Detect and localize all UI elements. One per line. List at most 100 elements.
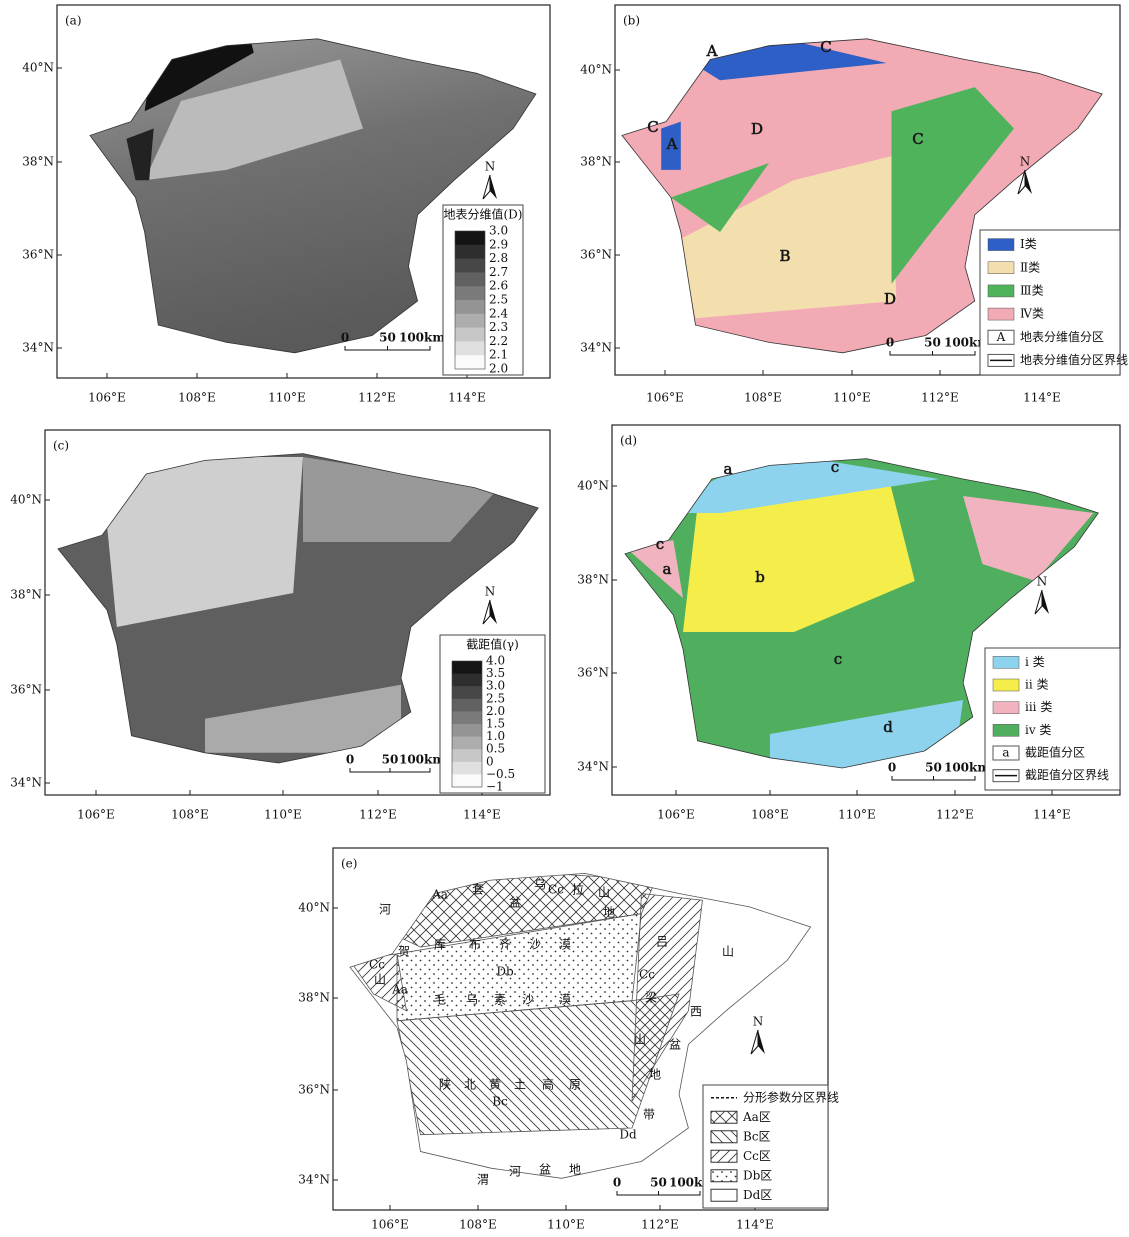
zone-label: 渭 <box>477 1173 489 1187</box>
legend-swatch <box>993 656 1019 668</box>
legend-step <box>452 749 482 762</box>
legend-label: i 类 <box>1025 655 1045 669</box>
legend-label: 地表分维值分区界线 <box>1020 352 1128 367</box>
lat-tick-label: 38°N <box>10 588 42 602</box>
lon-tick-label: 106°E <box>371 1218 409 1232</box>
legend-swatch <box>711 1150 737 1162</box>
scale-label: 0 <box>613 1176 621 1190</box>
zone-label: D <box>884 290 896 308</box>
zone-label: 拉 <box>572 882 584 897</box>
zone-label: Aa <box>391 983 408 997</box>
legend-swatch <box>993 702 1019 714</box>
lon-tick-label: 112°E <box>921 391 959 405</box>
lon-tick-label: 114°E <box>463 808 501 822</box>
legend-swatch <box>711 1189 737 1201</box>
zone-label: 山 <box>374 973 386 987</box>
legend-swatch <box>988 308 1014 320</box>
legend-step <box>455 286 485 300</box>
map-panel: (c)40°N38°N36°N34°N106°E108°E110°E112°E1… <box>10 430 550 822</box>
lon-tick-label: 110°E <box>264 808 302 822</box>
legend-step <box>455 259 485 273</box>
panel-label: (e) <box>341 857 357 871</box>
scale-label: 0 <box>346 753 354 767</box>
zone-label: Aa <box>431 888 448 902</box>
legend-step <box>455 272 485 286</box>
legend-step <box>452 711 482 724</box>
zone-label: c <box>656 535 664 553</box>
legend-step <box>452 674 482 687</box>
lon-tick-label: 114°E <box>1023 391 1061 405</box>
legend-label: iii 类 <box>1025 700 1052 714</box>
legend-label: 3.0 <box>489 224 508 238</box>
zone-label: 河 <box>379 903 391 917</box>
zone-label: 沙 <box>522 993 534 1007</box>
legend-label: 2.7 <box>489 265 508 279</box>
legend-label: Cc区 <box>743 1149 771 1163</box>
lat-tick-label: 34°N <box>577 760 609 774</box>
zone-label: Cc <box>548 883 564 897</box>
legend-label: Dd区 <box>743 1188 772 1202</box>
map-panel: (d)40°N38°N36°N34°N106°E108°E110°E112°E1… <box>577 425 1120 822</box>
zone-label: Bc <box>492 1095 508 1109</box>
legend-step <box>452 661 482 674</box>
zone-label: 盆 <box>509 896 521 910</box>
lon-tick-label: 108°E <box>459 1218 497 1232</box>
zone-label: 梁 <box>645 990 657 1005</box>
legend-swatch <box>993 679 1019 691</box>
legend-label: 2.2 <box>489 334 508 348</box>
zone-label: c <box>834 650 842 668</box>
panel-label: (d) <box>620 434 637 448</box>
lat-tick-label: 40°N <box>22 61 54 75</box>
lon-tick-label: 106°E <box>657 808 695 822</box>
zone-label: 西 <box>690 1005 702 1019</box>
lat-tick-label: 34°N <box>580 341 612 355</box>
lon-tick-label: 112°E <box>359 808 397 822</box>
legend-label: 地表分维值分区 <box>1020 329 1104 344</box>
zone-label: 黄 <box>489 1078 501 1092</box>
lon-tick-label: 110°E <box>268 391 306 405</box>
zone-label: 吕 <box>656 935 668 949</box>
zone-label: C <box>912 130 923 148</box>
legend-label: Bc区 <box>743 1129 771 1143</box>
lat-tick-label: 38°N <box>580 155 612 169</box>
zone-label: 漠 <box>559 938 571 952</box>
legend-title: 地表分维值(D) <box>444 207 523 222</box>
panel-label: (c) <box>53 439 69 453</box>
legend-step <box>452 699 482 712</box>
zone-label: 布 <box>469 938 481 952</box>
legend-swatch <box>988 285 1014 297</box>
zone-label: 乌 <box>466 992 478 1007</box>
legend-label: 2.5 <box>489 293 508 307</box>
zone-label: 素 <box>494 993 506 1007</box>
legend-label: 截距值分区界线 <box>1025 767 1109 782</box>
zone-label: a <box>663 560 672 578</box>
zone-label: Cc <box>639 968 655 982</box>
lat-tick-label: 36°N <box>577 666 609 680</box>
lat-tick-label: 34°N <box>10 776 42 790</box>
zone-label: A <box>666 135 678 153</box>
legend-step <box>455 300 485 314</box>
zone-label: 贺 <box>398 945 410 959</box>
legend-step <box>455 245 485 259</box>
legend-label: 2.0 <box>489 362 508 376</box>
north-label: N <box>485 585 496 599</box>
lon-tick-label: 110°E <box>547 1218 585 1232</box>
zone-label: 山 <box>722 945 734 959</box>
zone-label: 沙 <box>529 938 541 952</box>
legend-label: Aa区 <box>742 1110 771 1124</box>
legend-swatch <box>988 239 1014 251</box>
zone-label: 陕 <box>439 1077 451 1092</box>
lon-tick-label: 108°E <box>178 391 216 405</box>
legend-swatch <box>711 1111 737 1123</box>
legend-label: Db区 <box>743 1168 772 1182</box>
zone-label: c <box>831 458 839 476</box>
lon-tick-label: 108°E <box>744 391 782 405</box>
legend-swatch <box>993 724 1019 736</box>
legend-step <box>452 686 482 699</box>
legend-swatch <box>711 1170 737 1182</box>
zone-label: 高 <box>542 1077 554 1092</box>
scale-label: 0 <box>886 336 894 350</box>
zone-label: C <box>820 38 831 56</box>
